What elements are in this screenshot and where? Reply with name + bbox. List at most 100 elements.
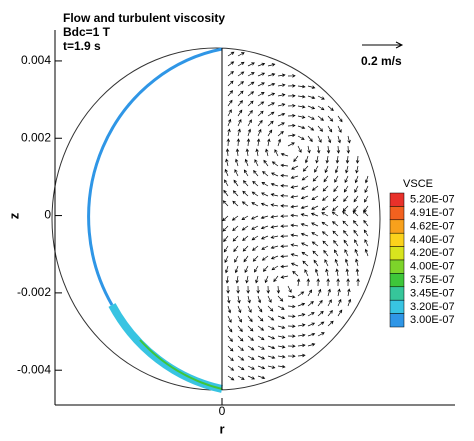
flow-arrow (302, 260, 309, 267)
flow-arrow (300, 205, 309, 210)
flow-arrow (247, 325, 254, 332)
flow-arrow (251, 225, 259, 230)
x-axis-label: r (219, 421, 224, 436)
flow-arrow (247, 335, 254, 341)
flow-arrow (242, 235, 249, 242)
flow-arrow (336, 278, 340, 287)
flow-arrow (223, 189, 229, 197)
flow-arrow (335, 268, 339, 277)
flow-arrow (317, 125, 324, 132)
flow-arrow (290, 223, 299, 228)
flow-arrow (344, 175, 349, 184)
flow-arrow (243, 255, 249, 263)
flow-arrow (343, 195, 349, 203)
flow-arrow (312, 175, 319, 182)
flow-arrow (311, 241, 319, 247)
flow-arrow (327, 105, 334, 112)
flow-arrow (237, 52, 245, 57)
flow-arrow (316, 145, 321, 154)
flow-arrow (317, 299, 323, 307)
flow-arrow (267, 365, 276, 369)
flow-arrow (317, 115, 324, 121)
flow-arrow (247, 91, 255, 97)
flow-arrow (327, 115, 334, 122)
flow-arrow (247, 295, 251, 304)
flow-arrow (227, 295, 231, 304)
flow-arrow (300, 213, 309, 217)
flow-arrow (270, 182, 279, 187)
flow-arrow (252, 255, 259, 262)
flow-arrow (257, 128, 262, 137)
flow-arrow (267, 73, 276, 77)
flow-arrow (321, 205, 329, 211)
flow-arrow (224, 179, 229, 187)
flow-arrow (311, 185, 319, 191)
flow-arrow (266, 285, 270, 294)
flow-arrow (277, 73, 286, 77)
flow-arrow (317, 332, 325, 337)
flow-arrow (267, 295, 272, 303)
flow-arrow (307, 289, 313, 297)
colorbar-swatch (389, 192, 405, 207)
flow-arrow (344, 249, 349, 257)
flow-arrow (297, 84, 306, 89)
flow-arrow (334, 175, 339, 183)
flow-arrow (287, 334, 296, 338)
flow-arrow (260, 225, 269, 230)
flow-arrow (257, 305, 263, 313)
flow-arrow (287, 295, 296, 299)
flow-arrow (346, 278, 350, 287)
flow-arrow (307, 322, 316, 327)
flow-arrow (253, 170, 259, 177)
flow-arrow (323, 249, 329, 257)
flow-arrow (254, 159, 259, 167)
flow-arrow (324, 259, 329, 267)
flow-arrow (257, 101, 265, 107)
flow-arrow (244, 265, 249, 274)
flow-arrow (227, 90, 234, 97)
flow-arrow (300, 232, 309, 237)
flow-arrow (297, 333, 306, 338)
flow-arrow (242, 180, 249, 187)
y-tick-label: 0.002 (21, 130, 51, 144)
flow-arrow (227, 71, 234, 77)
flow-arrow (342, 211, 349, 217)
flow-arrow (337, 298, 342, 307)
flow-arrow (257, 355, 266, 360)
flow-arrow (301, 175, 309, 181)
flow-arrow (280, 224, 289, 228)
flow-arrow (353, 229, 359, 237)
flow-arrow (307, 135, 313, 143)
flow-arrow (241, 225, 249, 231)
flow-arrow (277, 335, 286, 339)
flow-arrow (247, 81, 255, 87)
flow-arrow (317, 135, 322, 143)
flow-arrow (364, 195, 369, 203)
flow-arrow (236, 138, 241, 147)
flow-arrow (342, 205, 349, 212)
flow-arrow (262, 265, 269, 272)
flow-arrow (352, 220, 359, 227)
flow-arrow (280, 254, 289, 259)
flow-arrow (227, 99, 233, 107)
flow-arrow (307, 105, 316, 110)
flow-arrow (354, 185, 359, 193)
flow-arrow (257, 315, 264, 322)
flow-arrow (267, 305, 274, 312)
flow-arrow (265, 148, 269, 157)
y-axis-label: z (6, 212, 21, 219)
flow-arrow (227, 118, 232, 127)
flow-arrow (267, 345, 276, 350)
flow-arrow (227, 80, 234, 87)
flow-arrow (290, 233, 299, 237)
flow-arrow (270, 245, 279, 250)
flow-arrow (237, 305, 242, 314)
flow-arrow (300, 242, 309, 247)
flow-arrow (247, 62, 255, 67)
flow-arrow (316, 278, 320, 287)
flow-arrow (307, 85, 316, 89)
flow-arrow (270, 172, 279, 177)
flow-arrow (277, 122, 285, 127)
flow-arrow (307, 343, 316, 347)
flow-arrow (297, 353, 306, 358)
